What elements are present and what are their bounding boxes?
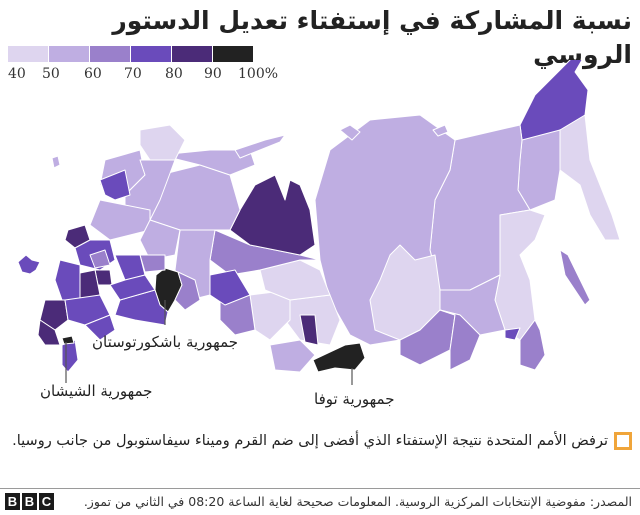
region-altai	[269, 339, 316, 373]
region-zabaykalsky	[439, 309, 481, 371]
region-vologda	[89, 199, 151, 241]
legend-swatch-90-100	[213, 46, 253, 62]
region-astrakhan	[84, 314, 116, 341]
region-orenburg	[114, 289, 169, 326]
region-nenets	[159, 149, 256, 176]
russia-map	[17, 60, 621, 385]
legend-swatch-80-90	[172, 46, 212, 62]
region-dagestan	[61, 339, 79, 373]
source-text: المصدر: مفوضية الإنتخابات المركزية الروس…	[83, 494, 632, 509]
label-bashkortostan: جمهورية باشكورتوستان	[92, 333, 239, 351]
region-moscow	[89, 249, 111, 269]
legend-tick: 70	[124, 66, 142, 82]
bbc-logo-letter: C	[39, 493, 54, 510]
region-rostov	[39, 299, 69, 331]
region-severnaya-zemlya	[339, 124, 361, 141]
bbc-logo-letter: B	[22, 493, 37, 510]
region-jewish-ao	[504, 327, 521, 341]
crimea-note-text: ترفض الأمم المتحدة نتيجة الإستفتاء الذي …	[12, 433, 608, 449]
legend-tick: 50	[42, 66, 60, 82]
legend-tick: 80	[165, 66, 183, 82]
region-kamchatka	[559, 114, 621, 241]
label-tuva: جمهورية توفا	[314, 390, 395, 408]
legend-bar	[8, 46, 298, 62]
region-saratov	[109, 274, 156, 301]
legend-swatch-40-50	[8, 46, 48, 62]
bbc-logo-letter: B	[5, 493, 20, 510]
legend-tick: 40	[8, 66, 26, 82]
crimea-marker-icon	[614, 432, 632, 450]
region-chelyabinsk	[174, 271, 201, 311]
region-khakassia	[299, 314, 319, 346]
legend-tick: 60	[84, 66, 102, 82]
region-tuva	[312, 342, 366, 373]
legend-swatch-60-70	[90, 46, 130, 62]
color-legend: 40 50 60 70 80 90 100%	[8, 46, 298, 86]
map-title: نسبة المشاركة في إستفتاء تعديل الدستور ا…	[112, 6, 632, 69]
region-crimea	[17, 254, 41, 275]
legend-tick: 90	[204, 66, 222, 82]
legend-tick: 100%	[238, 66, 279, 82]
region-kaliningrad	[51, 155, 61, 169]
label-chechnya: جمهورية الشيشان	[40, 382, 153, 400]
legend-swatch-70-80	[131, 46, 171, 62]
legend-ticks: 40 50 60 70 80 90 100%	[8, 66, 298, 86]
region-primorye	[519, 319, 546, 371]
bbc-logo: B B C	[5, 493, 54, 510]
region-magadan	[517, 129, 561, 211]
region-khabarovsk	[494, 209, 546, 341]
region-new-siberian	[432, 124, 449, 137]
footer-divider	[0, 488, 640, 489]
region-chechnya	[61, 335, 75, 345]
region-central-3	[54, 259, 81, 301]
legend-swatch-50-60	[49, 46, 89, 62]
region-sakhalin	[559, 249, 591, 306]
region-leningrad	[99, 169, 131, 201]
crimea-note: ترفض الأمم المتحدة نتيجة الإستفتاء الذي …	[12, 432, 632, 450]
region-novaya-zemlya	[234, 134, 286, 159]
region-krasnodar	[37, 319, 61, 346]
